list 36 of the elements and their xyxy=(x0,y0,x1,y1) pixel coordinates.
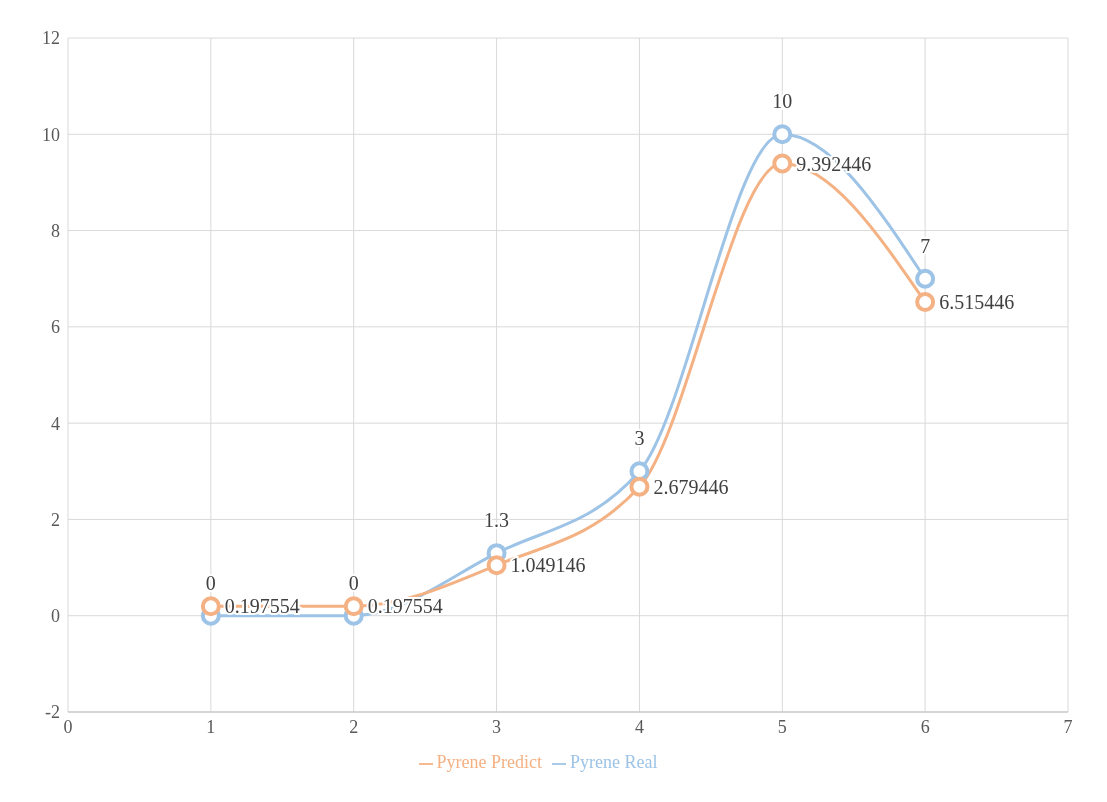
data-label: 6.515446 xyxy=(939,291,1015,314)
x-tick-label: 5 xyxy=(777,716,787,737)
point xyxy=(200,596,221,617)
data-label: 0.197554 xyxy=(367,595,443,618)
data-label: 9.392446 xyxy=(796,152,872,175)
x-tick-label: 2 xyxy=(349,716,359,737)
y-tick-label: 6 xyxy=(51,317,60,338)
point xyxy=(343,596,364,617)
y-tick-label: 0 xyxy=(51,606,60,627)
point xyxy=(629,476,650,497)
x-tick-label: 7 xyxy=(1063,716,1073,737)
x-tick-label: 3 xyxy=(492,716,502,737)
legend-label: Pyrene Predict xyxy=(436,752,542,772)
y-tick-label: 8 xyxy=(51,220,60,241)
x-tick-label: 1 xyxy=(206,716,216,737)
data-label: 10 xyxy=(772,90,793,113)
data-label: 0 xyxy=(205,571,216,594)
y-tick-label: -2 xyxy=(45,702,60,723)
y-tick-label: 12 xyxy=(42,28,60,49)
x-tick-label: 6 xyxy=(920,716,930,737)
data-label: 7 xyxy=(920,234,931,257)
legend-label: Pyrene Real xyxy=(570,752,658,772)
data-label: 0 xyxy=(348,571,359,594)
data-label: 2.679446 xyxy=(653,475,729,498)
y-tick-label: 4 xyxy=(51,413,60,434)
data-label: 1.3 xyxy=(484,509,510,532)
x-tick-label: 4 xyxy=(634,716,644,737)
y-tick-label: 10 xyxy=(42,124,60,145)
data-label: 1.049146 xyxy=(510,554,586,577)
y-tick-label: 2 xyxy=(51,509,60,530)
data-label: 3 xyxy=(634,427,645,450)
point xyxy=(915,292,936,313)
point xyxy=(486,555,507,576)
point xyxy=(915,268,936,289)
point xyxy=(772,153,793,174)
point xyxy=(772,124,793,145)
